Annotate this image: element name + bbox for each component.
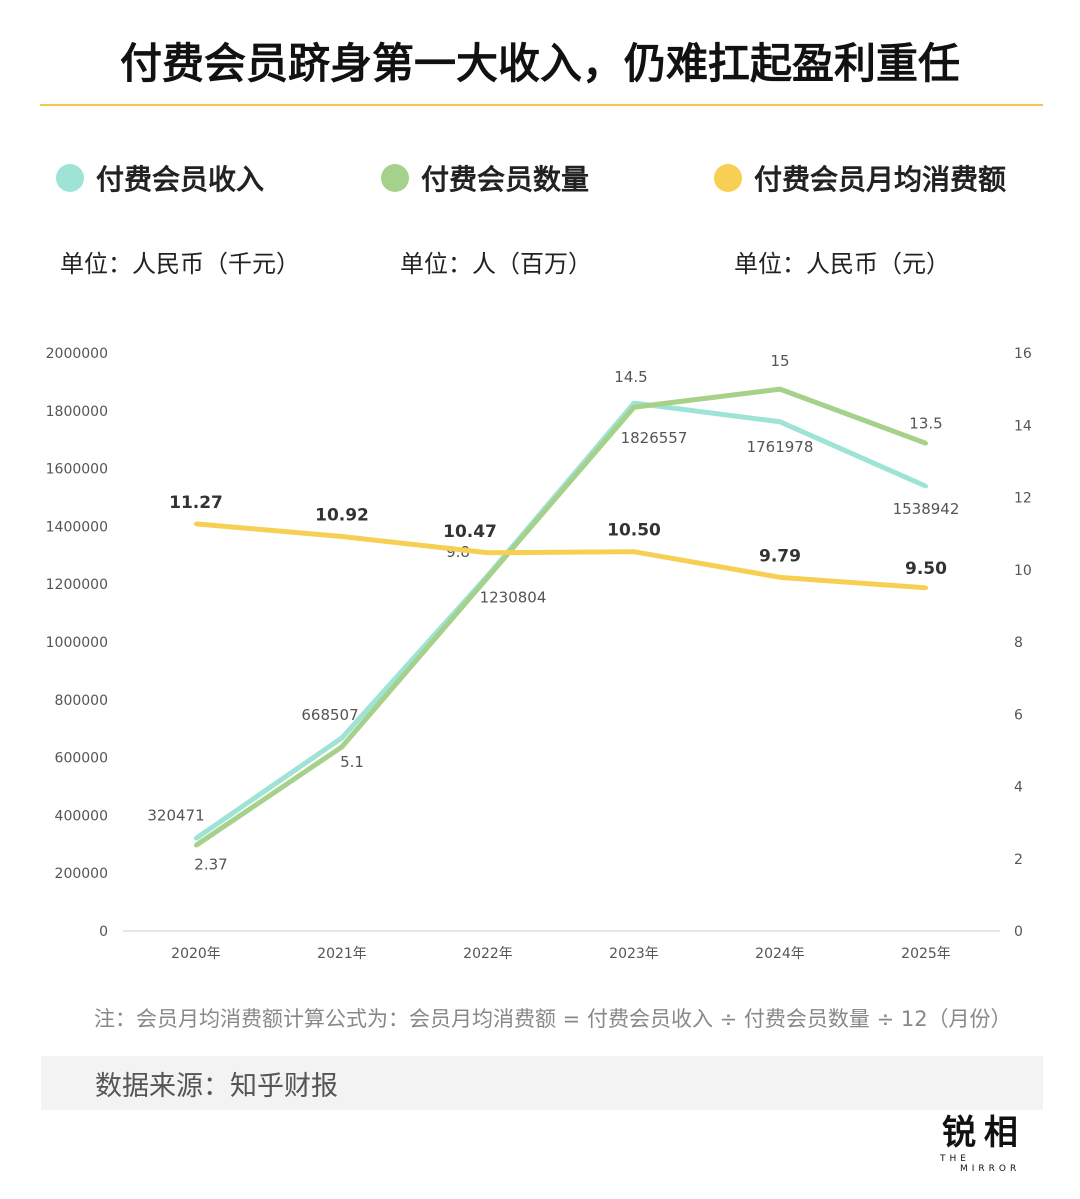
unit-monthly: 单位：人民币（元） [734, 250, 950, 278]
left-tick-label: 2000000 [46, 346, 108, 362]
data-label: 15 [770, 352, 789, 370]
data-point [778, 419, 782, 424]
data-point [778, 575, 782, 580]
right-tick-label: 6 [1014, 707, 1023, 723]
left-tick-label: 1600000 [46, 462, 108, 478]
data-label: 13.5 [909, 414, 942, 432]
right-tick-label: 8 [1014, 635, 1023, 651]
left-tick-label: 200000 [55, 866, 108, 882]
data-point [486, 550, 490, 555]
data-label: 10.50 [607, 521, 661, 541]
data-point [632, 401, 636, 406]
series-line-3 [195, 521, 927, 591]
data-label: 668507 [301, 706, 358, 724]
source-bar: 数据来源：知乎财报 [41, 1056, 1043, 1110]
legend-monthly: 付费会员月均消费额 [714, 158, 1006, 198]
legend-label: 付费会员收入 [96, 163, 265, 196]
left-tick-label: 600000 [55, 751, 108, 767]
footnote: 注：会员月均消费额计算公式为：会员月均消费额 = 付费会员收入 ÷ 付费会员数量… [94, 1007, 1012, 1031]
data-label: 1538942 [893, 500, 960, 518]
page-title: 付费会员跻身第一大收入，仍难扛起盈利重任 [119, 39, 960, 88]
right-tick-label: 14 [1014, 418, 1032, 434]
data-label: 9.50 [905, 559, 947, 579]
right-tick-label: 4 [1014, 780, 1023, 796]
data-label: 9.79 [759, 546, 801, 566]
x-tick-label: 2020年 [171, 946, 221, 962]
x-tick-label: 2023年 [609, 946, 659, 962]
data-point [924, 585, 928, 590]
data-label: 320471 [147, 806, 204, 824]
data-label: 10.47 [443, 522, 497, 542]
right-tick-label: 0 [1014, 924, 1023, 940]
left-tick-label: 1200000 [46, 577, 108, 593]
data-label: 1230804 [480, 588, 547, 606]
legend-revenue: 付费会员收入 [56, 158, 264, 198]
data-point [632, 549, 636, 554]
logo: 锐 相 THE MIRROR [940, 1113, 1021, 1174]
data-label: 5.1 [340, 753, 364, 771]
x-tick-label: 2021年 [317, 946, 367, 962]
data-label: 2.37 [194, 855, 227, 873]
legend-label: 付费会员月均消费额 [754, 163, 1007, 196]
data-point [632, 405, 636, 410]
series-line-2 [194, 386, 927, 848]
unit-members: 单位：人（百万） [400, 250, 592, 278]
unit-revenue: 单位：人民币（千元） [60, 250, 300, 278]
data-label: 1826557 [621, 429, 688, 447]
legend-dot-icon [381, 164, 409, 192]
title-divider [40, 104, 1043, 106]
legend-dot-icon [714, 164, 742, 192]
source-text: 数据来源：知乎财报 [95, 1071, 338, 1102]
data-point [778, 387, 782, 392]
data-point [194, 843, 198, 848]
legend-label: 付费会员数量 [421, 163, 590, 196]
right-tick-label: 10 [1014, 563, 1032, 579]
right-tick-label: 16 [1014, 346, 1032, 362]
legend-dot-icon [56, 164, 84, 192]
data-point [340, 735, 344, 740]
data-point [924, 441, 928, 446]
data-label: 11.27 [169, 493, 223, 513]
left-tick-label: 800000 [55, 693, 108, 709]
line-chart: 0 200000 400000 600000 800000 1000000 1200000 1… [46, 346, 1032, 962]
right-tick-label: 2 [1014, 852, 1023, 868]
data-point [486, 574, 490, 579]
x-tick-label: 2025年 [901, 946, 951, 962]
left-tick-label: 1400000 [46, 519, 108, 535]
x-tick-label: 2022年 [463, 946, 513, 962]
x-tick-label: 2024年 [755, 946, 805, 962]
legend-members: 付费会员数量 [381, 158, 589, 198]
data-point [194, 521, 198, 526]
data-label: 1761978 [747, 438, 814, 456]
data-point [340, 534, 344, 539]
data-label: 14.5 [614, 368, 647, 386]
data-label: 10.92 [315, 506, 369, 526]
left-tick-label: 400000 [55, 808, 108, 824]
data-point [194, 836, 198, 841]
data-point [340, 744, 344, 749]
right-tick-label: 12 [1014, 491, 1032, 507]
data-point [924, 484, 928, 489]
left-tick-label: 1000000 [46, 635, 108, 651]
left-tick-label: 1800000 [46, 404, 108, 420]
left-tick-label: 0 [99, 924, 108, 940]
